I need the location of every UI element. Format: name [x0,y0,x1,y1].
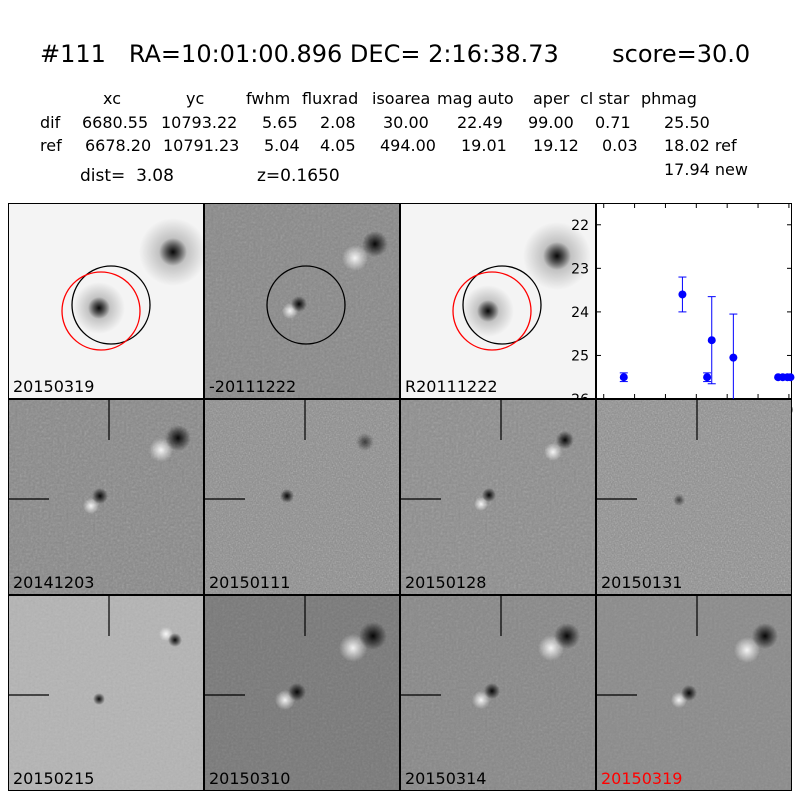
col-header-phmag: phmag [641,89,697,108]
col-header-mag-auto: mag auto [437,89,514,108]
panel-date-label: 20150128 [405,573,487,592]
col-header-isoarea: isoarea [372,89,431,108]
panel-date-label-highlighted: 20150319 [601,769,683,788]
difference-stamp-panel: -20111222 [204,203,400,399]
col-header-xc: xc [103,89,121,108]
table-cell: 19.01 [461,136,507,155]
y-tick-label: 23 [571,261,589,277]
light-curve-chart: 2223242526−120−100−80−60−40−200 [571,203,795,419]
table-cell: 18.02 ref [664,136,737,155]
score-value: score=30.0 [612,40,751,68]
table-cell: 99.00 [528,113,574,132]
candidate-id: #111 [40,40,106,68]
col-header-fluxrad: fluxrad [302,89,359,108]
difference-stamp-image [205,204,399,398]
table-cell: 494.00 [380,136,436,155]
table-cell: 22.49 [457,113,503,132]
epoch-stamp-image [9,400,203,594]
data-point [707,336,716,345]
table-cell: 6678.20 [85,136,152,155]
table-cell: 0.71 [595,113,631,132]
y-tick-label: 24 [571,305,589,321]
table-cell: 0.03 [602,136,638,155]
epoch-stamp-panel: 20150128 [400,399,596,595]
col-header-cl-star: cl star [580,89,630,108]
science-stamp-image [9,204,203,398]
row-label-dif: dif [40,113,61,132]
epoch-stamp-image [9,596,203,790]
data-point [729,353,738,362]
row-label-ref: ref [40,136,62,155]
table-cell: 5.65 [262,113,298,132]
table-cell: 19.12 [533,136,579,155]
table-cell: 5.04 [264,136,300,155]
epoch-stamp-panel: 20150314 [400,595,596,791]
panel-date-label: 20150319 [13,377,95,396]
col-header-yc: yc [186,89,205,108]
col-header-fwhm: fwhm [246,89,291,108]
table-cell: 2.08 [320,113,356,132]
light-curve-svg: 2223242526−120−100−80−60−40−200 [571,203,795,419]
epoch-stamp-image [401,596,595,790]
table-cell: 10793.22 [161,113,238,132]
data-point [619,373,628,382]
epoch-stamp-image [597,596,791,790]
panel-date-label: 20150310 [209,769,291,788]
panel-date-label: 20150111 [209,573,291,592]
table-cell: 25.50 [664,113,710,132]
plot-frame [596,203,792,399]
panel-date-label: 20141203 [13,573,95,592]
panel-date-label: R20111222 [405,377,498,396]
y-tick-label: 22 [571,218,589,234]
table-cell: 4.05 [320,136,356,155]
ra-coordinate: RA=10:01:00.896 [128,40,343,68]
data-point [786,373,795,382]
data-point [678,290,687,299]
epoch-stamp-image [597,400,791,594]
epoch-stamp-image [205,400,399,594]
panel-date-label: -20111222 [209,377,297,396]
dist-value: dist= 3.08 [80,166,174,186]
table-cell: 30.00 [383,113,429,132]
phmag-new: 17.94 new [664,160,748,179]
table-cell: 6680.55 [82,113,149,132]
panel-date-label: 20150215 [13,769,95,788]
y-tick-label: 25 [571,348,589,364]
data-point [703,373,712,382]
reference-stamp-image [401,204,595,398]
epoch-stamp-panel: 20150111 [204,399,400,595]
panel-date-label: 20150314 [405,769,487,788]
epoch-stamp-panel: 20150131 [596,399,792,595]
epoch-stamp-image [401,400,595,594]
epoch-stamp-panel: 20150319 [596,595,792,791]
dec-coordinate: DEC= 2:16:38.73 [349,40,559,68]
panel-date-label: 20150131 [601,573,683,592]
epoch-stamp-image [205,596,399,790]
table-cell: 10791.23 [163,136,240,155]
col-header-aper: aper [533,89,570,108]
candidate-title: #111 RA=10:01:00.896 DEC= 2:16:38.73 sco… [40,40,750,68]
epoch-stamp-panel: 20150215 [8,595,204,791]
science-stamp-panel: 20150319 [8,203,204,399]
reference-stamp-panel: R20111222 [400,203,596,399]
epoch-stamp-panel: 20150310 [204,595,400,791]
redshift-value: z=0.1650 [257,166,340,186]
epoch-stamp-panel: 20141203 [8,399,204,595]
